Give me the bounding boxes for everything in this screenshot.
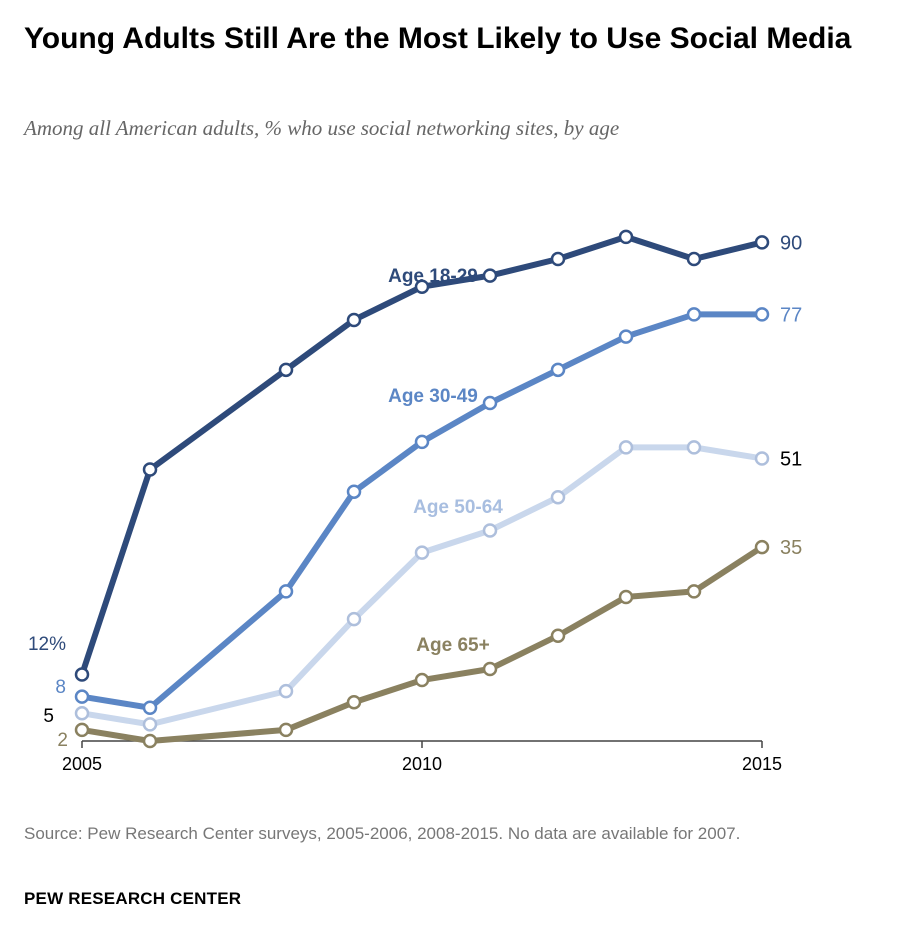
start-value-label-age-30-49: 8 xyxy=(55,677,66,698)
end-value-label-age-18-29: 90 xyxy=(780,232,802,254)
point-age-50-64-2005 xyxy=(74,706,90,721)
end-value-label-age-65-: 35 xyxy=(780,537,802,559)
point-age-50-64-2009 xyxy=(346,611,362,627)
chart-subtitle: Among all American adults, % who use soc… xyxy=(24,116,620,140)
start-value-label-age-50-64: 5 xyxy=(43,706,54,727)
point-age-18-29-2008 xyxy=(278,362,294,378)
x-tick-label-2010: 2010 xyxy=(402,754,442,774)
point-age-18-29-2011 xyxy=(482,268,498,283)
series-label-age-50-64: Age 50-64 xyxy=(413,497,503,518)
point-age-65--2012 xyxy=(550,628,566,643)
point-age-30-49-2006 xyxy=(142,700,158,716)
point-age-65--2013 xyxy=(618,589,634,605)
series-line-age-50-64 xyxy=(79,444,765,728)
end-value-label-age-50-64: 51 xyxy=(780,448,802,470)
series-line-age-18-29 xyxy=(79,233,765,678)
series-label-age-18-29: Age 18-29 xyxy=(388,266,478,287)
point-age-65--2014 xyxy=(686,584,702,599)
point-age-65--2015 xyxy=(754,539,770,555)
point-age-30-49-2013 xyxy=(618,329,634,344)
point-age-30-49-2009 xyxy=(346,484,362,499)
point-age-65--2006 xyxy=(142,733,158,749)
chart-title: Young Adults Still Are the Most Likely t… xyxy=(24,22,852,55)
x-tick-label-2005: 2005 xyxy=(62,754,102,774)
start-value-label-age-65-: 2 xyxy=(57,730,68,751)
point-age-18-29-2005 xyxy=(74,667,90,682)
start-value-label-age-18-29: 12% xyxy=(28,634,66,655)
x-tick-label-2015: 2015 xyxy=(742,754,782,774)
point-age-18-29-2009 xyxy=(346,312,362,328)
point-age-18-29-2010 xyxy=(414,279,430,294)
point-age-50-64-2010 xyxy=(414,545,430,560)
point-age-50-64-2013 xyxy=(618,440,634,455)
point-age-50-64-2008 xyxy=(278,683,294,699)
series-label-age-30-49: Age 30-49 xyxy=(388,386,478,407)
line-chart: 2005 2010 2015 Age 18-29 12% 90 Age 30-49 8 77 Ag… xyxy=(28,229,802,774)
point-age-30-49-2015 xyxy=(754,307,770,322)
point-age-18-29-2015 xyxy=(754,235,770,250)
point-age-50-64-2006 xyxy=(142,717,158,732)
point-age-30-49-2008 xyxy=(278,584,294,599)
brand-logo-text: PEW RESEARCH CENTER xyxy=(24,889,242,908)
point-age-65--2005 xyxy=(74,722,90,738)
point-age-18-29-2013 xyxy=(618,229,634,245)
point-age-50-64-2011 xyxy=(482,523,498,538)
point-age-65--2011 xyxy=(482,661,498,677)
series-line-age-65- xyxy=(79,544,765,744)
point-age-18-29-2014 xyxy=(686,251,702,267)
point-age-18-29-2012 xyxy=(550,251,566,267)
source-note: Source: Pew Research Center surveys, 200… xyxy=(24,824,741,843)
point-age-50-64-2014 xyxy=(686,440,702,455)
point-age-65--2008 xyxy=(278,722,294,738)
point-age-30-49-2012 xyxy=(550,362,566,378)
point-age-65--2010 xyxy=(414,672,430,688)
point-age-18-29-2006 xyxy=(142,462,158,477)
point-age-30-49-2011 xyxy=(482,395,498,411)
point-age-30-49-2005 xyxy=(74,689,90,704)
point-age-30-49-2014 xyxy=(686,307,702,322)
point-age-65--2009 xyxy=(346,694,362,710)
series-label-age-65-: Age 65+ xyxy=(416,635,489,656)
point-age-50-64-2012 xyxy=(550,489,566,505)
series-line-age-30-49 xyxy=(79,311,765,711)
point-age-50-64-2015 xyxy=(754,451,770,466)
end-value-label-age-30-49: 77 xyxy=(780,304,802,326)
point-age-30-49-2010 xyxy=(414,434,430,450)
